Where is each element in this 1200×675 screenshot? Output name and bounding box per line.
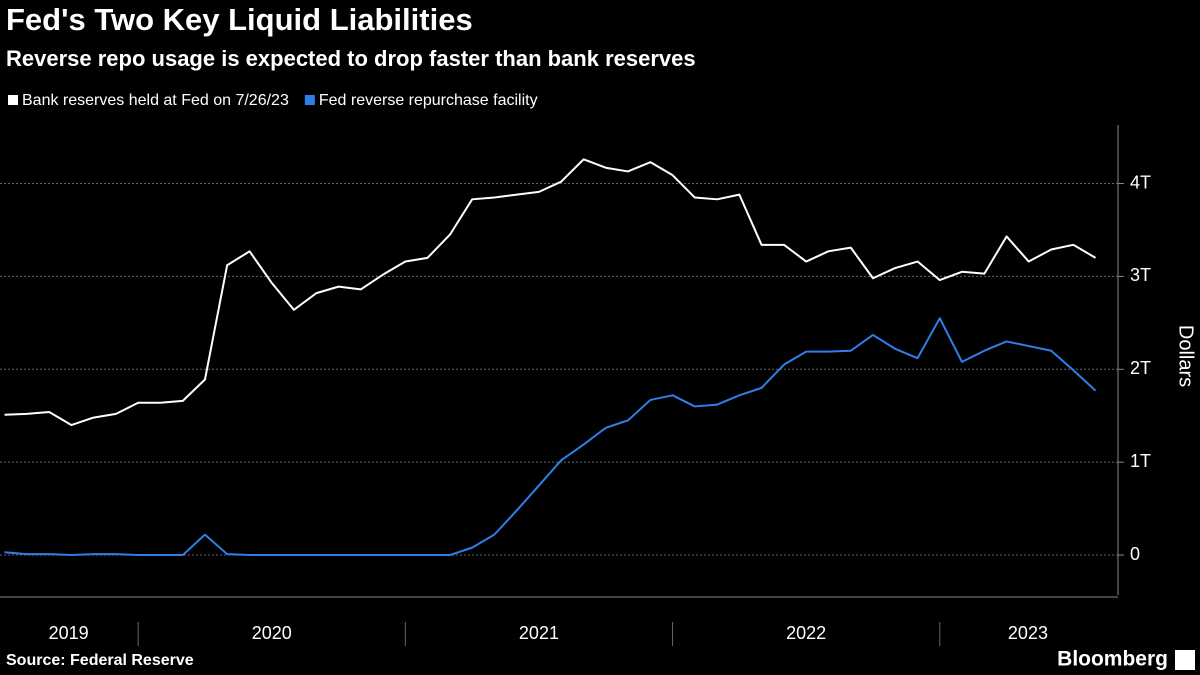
y-tick-label: 1T [1130, 451, 1151, 471]
x-tick-label: 2020 [252, 623, 292, 643]
x-tick-label: 2023 [1008, 623, 1048, 643]
legend-label: Fed reverse repurchase facility [319, 92, 538, 109]
y-tick-label: 0 [1130, 544, 1140, 564]
series-line [4, 158, 1097, 427]
x-tick-label: 2021 [519, 623, 559, 643]
legend-swatch [8, 95, 18, 105]
brand: Bloomberg [1057, 648, 1168, 671]
legend-swatch [304, 95, 315, 105]
y-tick-label: 4T [1130, 172, 1151, 192]
chart-subtitle: Reverse repo usage is expected to drop f… [6, 46, 696, 71]
series-line [4, 317, 1097, 557]
source: Source: Federal Reserve [6, 652, 194, 669]
x-tick-label: 2019 [49, 623, 89, 643]
x-tick-label: 2022 [786, 623, 826, 643]
y-tick-label: 3T [1130, 265, 1151, 285]
chart-title: Fed's Two Key Liquid Liabilities [6, 2, 473, 37]
legend-label: Bank reserves held at Fed on 7/26/23 [22, 92, 289, 109]
y-axis-label: Dollars [1175, 325, 1197, 387]
brand-icon [1175, 650, 1195, 670]
y-tick-label: 2T [1130, 358, 1151, 378]
